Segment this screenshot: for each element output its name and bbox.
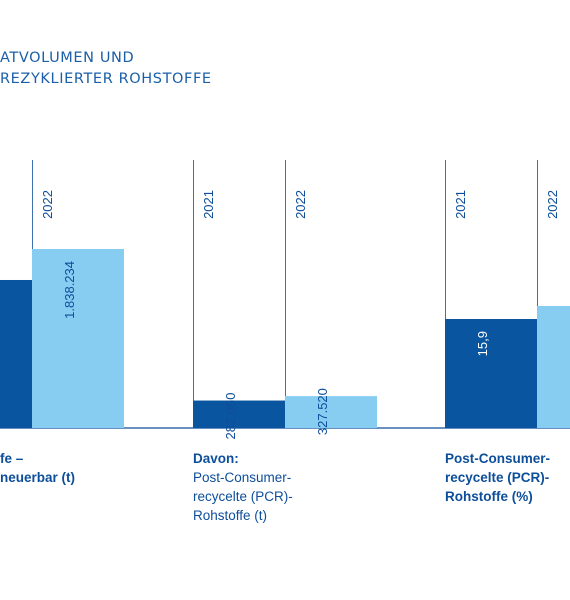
bar-group3-2021	[445, 319, 537, 428]
year-label: 2022	[293, 190, 308, 219]
value-label: 327.520	[315, 388, 330, 435]
value-label: 17,8	[567, 318, 570, 343]
category-label-line: Post-Consumer-	[445, 451, 551, 466]
category-label-line: Davon:	[193, 451, 239, 466]
chart-title-line-2: REZYKLIERTER ROHSTOFFE	[0, 71, 212, 87]
category-label-line: fe –	[0, 451, 24, 466]
year-label: 2021	[453, 190, 468, 219]
bar-group2-2021	[193, 400, 285, 428]
year-label: 2022	[545, 190, 560, 219]
category-label-line: recycelte (PCR)-	[193, 489, 293, 504]
category-label-line: Rohstoffe (%)	[445, 489, 533, 504]
year-label: 2021	[201, 190, 216, 219]
value-label: 282.050	[223, 393, 238, 440]
category-label: fe – neuerbar (t)	[0, 449, 75, 487]
category-label: Post-Consumer-recycelte (PCR)- Rohstoffe …	[445, 449, 550, 506]
year-label: 2022	[40, 190, 55, 219]
category-label-line: recycelte (PCR)-	[445, 470, 550, 485]
category-label: Davon: Post-Consumer-recycelte (PCR)- Rohs…	[193, 449, 293, 525]
bar-group1-2022	[32, 249, 124, 428]
value-label: 15,9	[475, 331, 490, 356]
category-label-line: neuerbar (t)	[0, 470, 76, 485]
bar-group2-2022	[285, 396, 377, 428]
bar-group3-2022	[537, 305, 570, 428]
category-label-line: Post-Consumer-	[193, 470, 292, 485]
chart-title-line-1: ATVOLUMEN UND	[0, 50, 135, 66]
category-label-line: Rohstoffe (t)	[193, 508, 268, 523]
value-label: 1.838.234	[62, 261, 77, 319]
bar-group1-2021	[0, 279, 32, 428]
